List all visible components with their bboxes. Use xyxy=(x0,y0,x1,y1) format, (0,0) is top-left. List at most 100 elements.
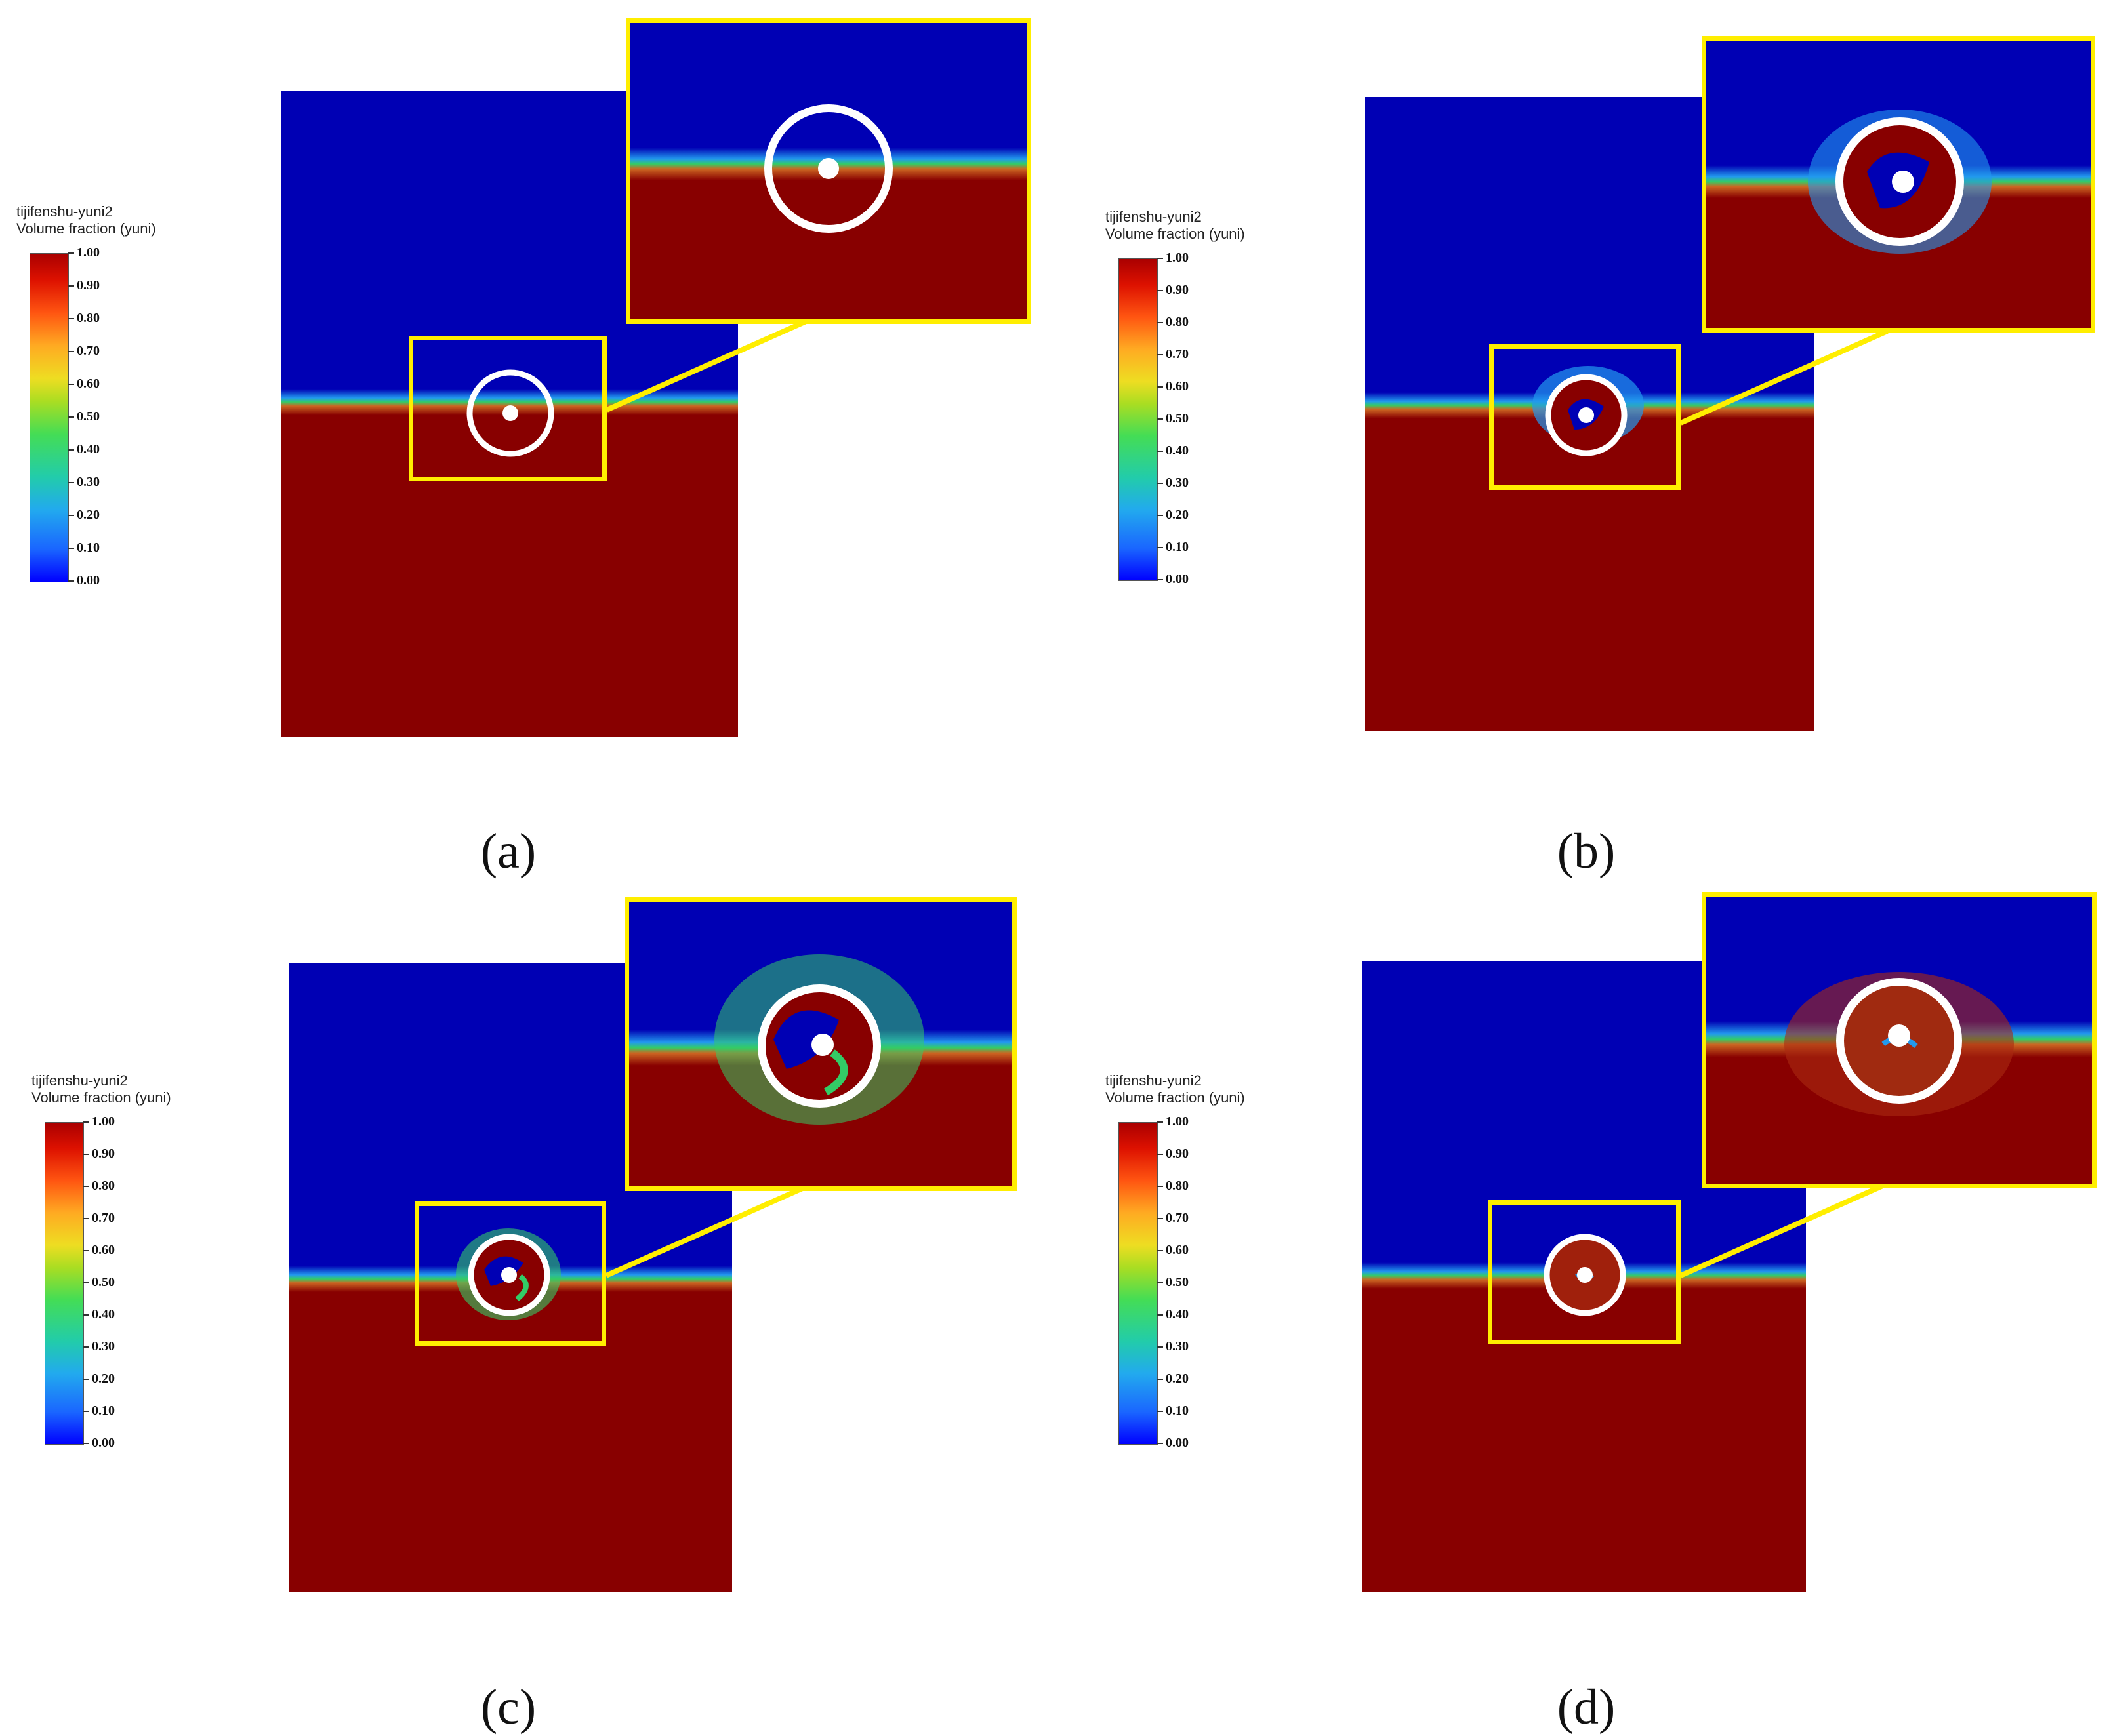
caption-b: (b) xyxy=(1557,824,1616,879)
colorbar-tickmark xyxy=(83,1218,89,1219)
colorbar-tickmark xyxy=(68,449,74,451)
colorbar-tickmark xyxy=(68,548,74,549)
colorbar-tickmark xyxy=(83,1443,89,1444)
caption-a: (a) xyxy=(480,824,537,879)
colorbar-title-line2: Volume fraction (yuni) xyxy=(31,1089,171,1106)
colorbar-tick-label: 0.60 xyxy=(77,376,100,391)
rotor-ring-c xyxy=(468,1234,550,1316)
colorbar-tick-label: 0.30 xyxy=(77,475,100,489)
colorbar-tick-label: 0.30 xyxy=(1166,1339,1189,1354)
colorbar-tick-label: 0.50 xyxy=(77,409,100,424)
colorbar-tick-label: 0.90 xyxy=(1166,1146,1189,1161)
colorbar-title-line1: tijifenshu-yuni2 xyxy=(1105,1072,1202,1089)
colorbar-tickmark xyxy=(1157,1282,1163,1283)
colorbar-title-line1: tijifenshu-yuni2 xyxy=(16,203,113,220)
colorbar-tick-label: 0.00 xyxy=(92,1436,115,1450)
colorbar-tickmark xyxy=(1157,547,1163,548)
colorbar-tick-label: 0.50 xyxy=(1166,1275,1189,1289)
zoom-region-box-a xyxy=(409,336,607,481)
colorbar-tick-label: 0.80 xyxy=(1166,315,1189,329)
zoom-connector-line-b xyxy=(1681,329,1889,426)
colorbar-tick-label: 0.00 xyxy=(1166,572,1189,586)
colorbar-tickmark xyxy=(68,515,74,516)
colorbar-tickmark xyxy=(1157,515,1163,516)
colorbar-tickmark xyxy=(1157,322,1163,323)
rotor-ring-a xyxy=(466,369,554,457)
colorbar-title-line2: Volume fraction (yuni) xyxy=(16,220,156,237)
colorbar-tickmark xyxy=(1157,418,1163,420)
colorbar-tickmark xyxy=(83,1411,89,1412)
colorbar-tick-label: 0.30 xyxy=(1166,475,1189,490)
colorbar-tick-label: 0.40 xyxy=(77,442,100,456)
rotor-ring-b xyxy=(1545,374,1628,456)
colorbar-tick-label: 0.20 xyxy=(77,508,100,522)
zoom-inset-d xyxy=(1702,892,2097,1188)
zoom-inset-b xyxy=(1702,36,2095,333)
colorbar-tickmark xyxy=(1157,1443,1163,1444)
colorbar-tick-label: 0.70 xyxy=(92,1211,115,1225)
colorbar-tickmark xyxy=(1157,483,1163,484)
colorbar-tick-label: 0.20 xyxy=(1166,508,1189,522)
colorbar-tick-label: 0.30 xyxy=(92,1339,115,1354)
colorbar-tick-label: 0.40 xyxy=(92,1307,115,1322)
colorbar-tick-label: 0.60 xyxy=(92,1243,115,1257)
colorbar-tickmark xyxy=(1157,1314,1163,1316)
colorbar-tick-label: 0.90 xyxy=(77,278,100,293)
colorbar-tick-label: 0.00 xyxy=(1166,1436,1189,1450)
colorbar-tickmark xyxy=(68,416,74,418)
colorbar-tickmark xyxy=(1157,451,1163,452)
colorbar-tickmark xyxy=(68,384,74,385)
caption-c: (c) xyxy=(480,1680,537,1735)
colorbar-tickmark xyxy=(83,1379,89,1380)
colorbar-tick-label: 1.00 xyxy=(92,1114,115,1129)
colorbar-tick-label: 0.20 xyxy=(1166,1371,1189,1386)
colorbar-tickmark xyxy=(68,351,74,352)
colorbar-tick-label: 0.10 xyxy=(92,1403,115,1418)
colorbar xyxy=(45,1122,84,1445)
colorbar-tick-label: 0.70 xyxy=(1166,1211,1189,1225)
colorbar-tick-label: 0.70 xyxy=(1166,347,1189,361)
colorbar-tick-label: 0.90 xyxy=(92,1146,115,1161)
rotor-ring-d xyxy=(1544,1234,1626,1316)
colorbar-tick-label: 0.50 xyxy=(92,1275,115,1289)
colorbar xyxy=(1118,1122,1158,1445)
zoom-region-box-d xyxy=(1488,1200,1681,1344)
colorbar-tick-label: 0.80 xyxy=(77,311,100,325)
colorbar-tick-label: 1.00 xyxy=(1166,1114,1189,1129)
colorbar-tickmark xyxy=(1157,1121,1163,1123)
colorbar-tick-label: 0.10 xyxy=(77,540,100,555)
colorbar-tickmark xyxy=(1157,258,1163,259)
zoom-connector-line-d xyxy=(1681,1181,1889,1278)
colorbar-tick-label: 0.40 xyxy=(1166,1307,1189,1322)
colorbar-title-line2: Volume fraction (yuni) xyxy=(1105,1089,1245,1106)
colorbar-tickmark xyxy=(83,1282,89,1283)
zoom-region-box-b xyxy=(1489,344,1681,490)
inset-field-d xyxy=(1706,897,2092,1184)
colorbar-tick-label: 0.60 xyxy=(1166,379,1189,394)
colorbar-title-line1: tijifenshu-yuni2 xyxy=(31,1072,128,1089)
colorbar-tickmark xyxy=(1157,354,1163,355)
colorbar-tickmark xyxy=(68,580,74,582)
zoom-connector-line-a xyxy=(607,315,815,413)
colorbar-tickmark xyxy=(1157,386,1163,388)
colorbar-tickmark xyxy=(1157,1346,1163,1348)
colorbar-tickmark xyxy=(1157,290,1163,291)
colorbar-tick-label: 0.50 xyxy=(1166,411,1189,426)
colorbar-tick-label: 0.10 xyxy=(1166,540,1189,554)
colorbar-tickmark xyxy=(83,1250,89,1251)
colorbar-tick-label: 1.00 xyxy=(1166,251,1189,265)
colorbar-tickmark xyxy=(68,252,74,254)
colorbar-tickmark xyxy=(1157,579,1163,580)
colorbar-tick-label: 0.70 xyxy=(77,344,100,358)
zoom-connector-line-c xyxy=(606,1181,814,1278)
colorbar-tickmark xyxy=(1157,1379,1163,1380)
colorbar-tickmark xyxy=(68,482,74,483)
zoom-inset-c xyxy=(625,897,1017,1191)
colorbar xyxy=(1118,258,1158,581)
colorbar-tick-label: 0.40 xyxy=(1166,443,1189,458)
colorbar-tickmark xyxy=(83,1186,89,1187)
colorbar-tickmark xyxy=(1157,1218,1163,1219)
caption-d: (d) xyxy=(1557,1680,1616,1735)
colorbar-tickmark xyxy=(83,1154,89,1155)
colorbar-tickmark xyxy=(1157,1411,1163,1412)
